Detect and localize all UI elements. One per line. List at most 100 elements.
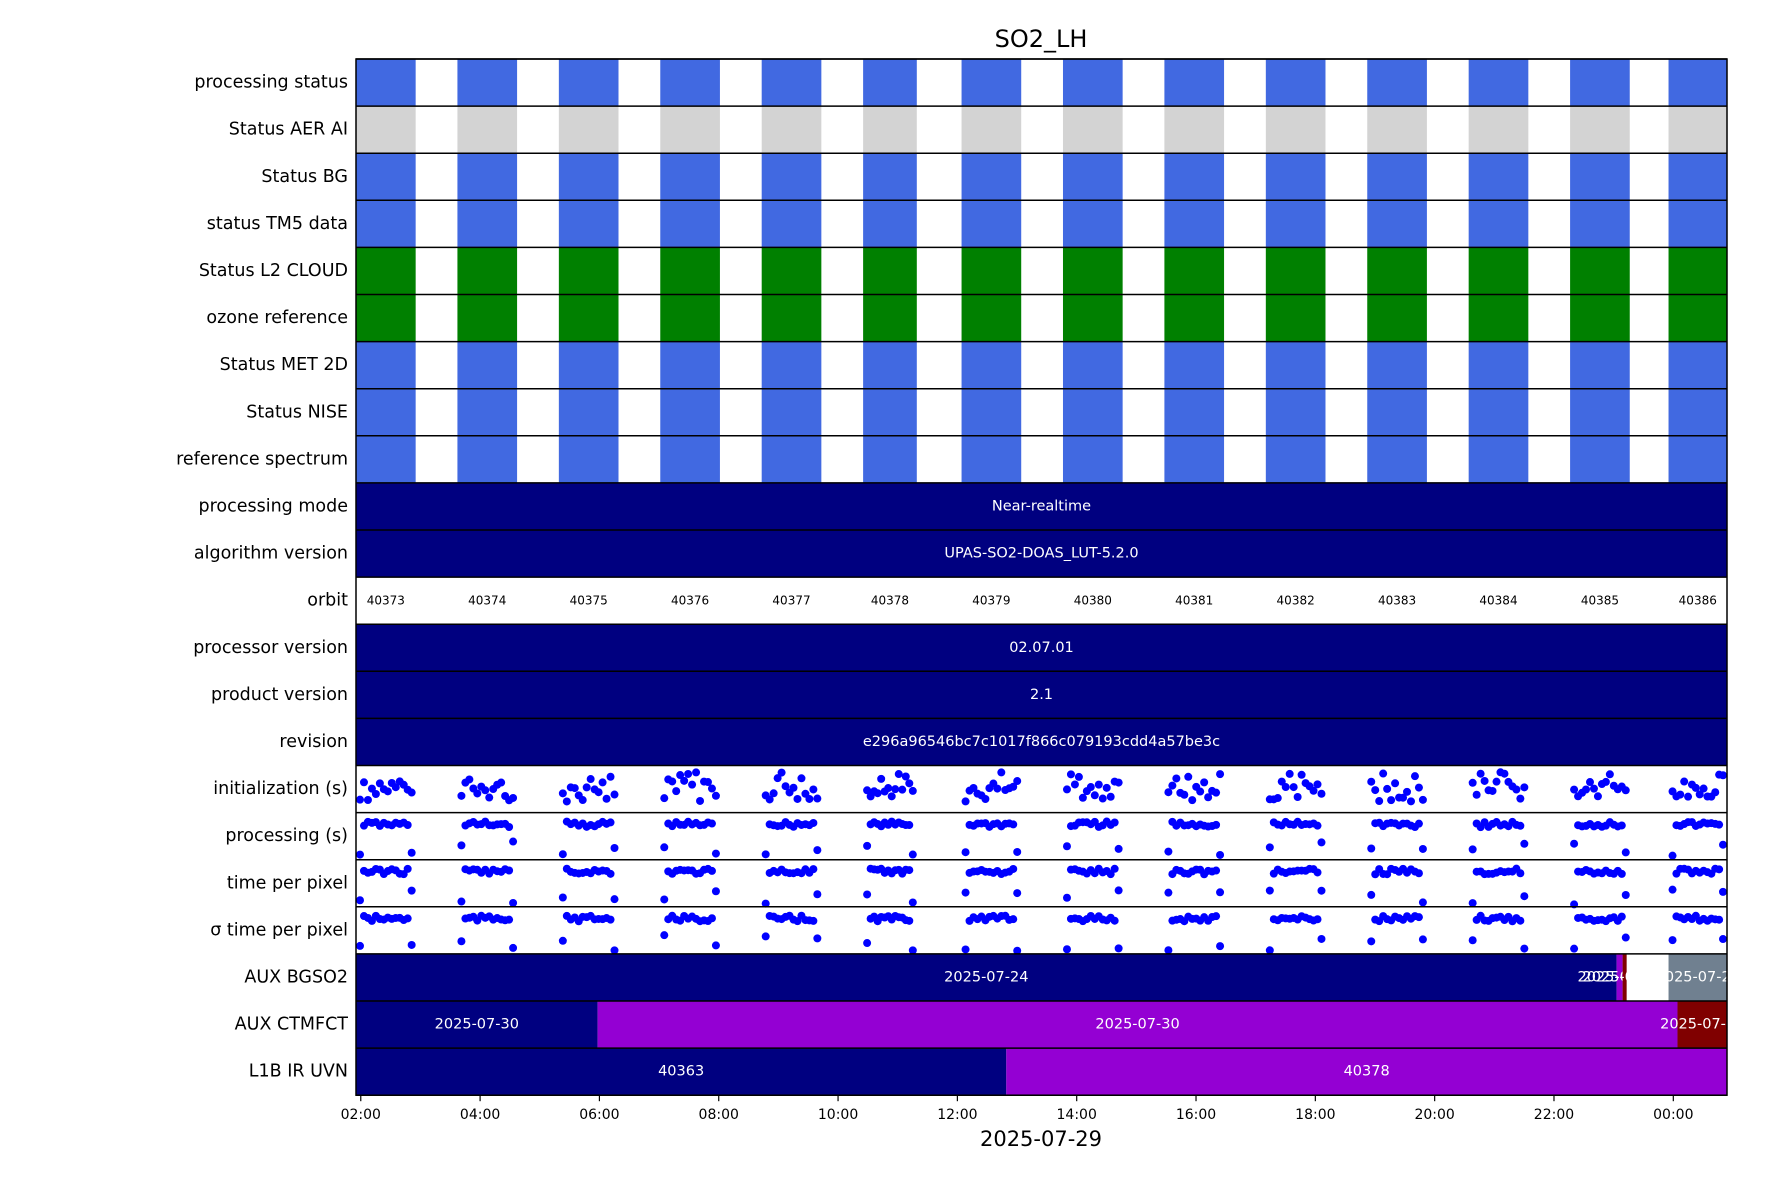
data-point [1715,915,1724,924]
plot-area: processing status Status AER AI Status BG s… [176,58,1744,1123]
status-block [1367,388,1427,436]
data-point [1476,769,1485,778]
data-point [403,821,412,830]
orbit-number: 40380 [1074,594,1112,608]
data-point [769,789,778,798]
data-point [1367,777,1376,786]
data-point [761,932,770,941]
data-point [703,778,712,787]
segment-label: 2025-07-31 [1660,1017,1744,1033]
data-point [894,770,903,779]
status-block [1367,200,1427,248]
data-point [356,941,364,950]
data-point [1375,797,1384,806]
data-point [407,788,416,797]
data-point [813,890,822,899]
status-block [1367,435,1427,483]
status-block [863,106,917,154]
orbit-number: 40378 [871,594,909,608]
data-point [1293,793,1302,802]
data-point [1601,777,1610,786]
data-point [1418,898,1427,907]
data-point [773,774,782,783]
data-point [1265,946,1274,955]
data-point [586,775,595,784]
status-block [660,153,720,201]
status-block [1164,153,1225,201]
data-point [1090,791,1099,800]
status-block [1062,59,1123,107]
value-bar [356,718,1727,766]
segment-label: 40363 [658,1064,704,1080]
data-point [509,837,518,846]
data-point [660,931,669,940]
status-block [863,294,917,342]
status-block [457,294,518,342]
data-point [1297,770,1306,779]
data-point [505,866,514,875]
bar-text: 02.07.01 [1009,640,1074,656]
row-label: processing status [194,73,348,93]
data-point [813,846,822,855]
status-block [356,200,416,248]
data-point [1520,944,1529,953]
data-point [407,940,416,949]
data-point [1216,770,1225,779]
status-block [660,200,720,248]
data-point [660,895,669,904]
row-label: Status L2 CLOUD [199,261,348,281]
data-point [1313,780,1322,789]
x-tick-label: 22:00 [1534,1107,1574,1123]
data-point [1102,783,1111,792]
aux-segment [1677,1001,1727,1049]
x-tick-label: 06:00 [579,1107,619,1123]
aux-segment [1622,953,1627,1001]
status-block [1570,59,1630,107]
data-point [1414,819,1423,828]
data-point [1403,787,1412,796]
data-point [1582,785,1591,794]
data-point [688,780,697,789]
data-point [692,768,701,777]
status-block [863,59,917,107]
status-block [1164,200,1225,248]
status-block [1164,106,1225,154]
value-bar [356,671,1727,719]
data-point [1367,890,1376,899]
data-point [1164,946,1173,955]
data-point [1212,866,1221,875]
data-point [505,823,514,832]
data-point [1516,916,1525,925]
status-block [660,247,720,295]
status-block [761,435,822,483]
data-point [1062,893,1071,902]
status-block [1367,247,1427,295]
data-point [1309,786,1318,795]
status-block [1062,294,1123,342]
data-point [813,794,822,803]
data-point [1488,786,1497,795]
status-block [1468,106,1529,154]
aux-segment [1006,1048,1727,1096]
data-point [908,786,917,795]
data-point [1399,793,1408,802]
data-point [1114,944,1123,953]
status-block [356,388,416,436]
segment-label: 2025-07-24 [944,969,1028,985]
data-point [407,848,416,857]
data-point [1110,916,1119,925]
data-point [457,897,466,906]
x-tick-label: 14:00 [1057,1107,1097,1123]
data-point [1500,769,1509,778]
data-point [356,896,364,905]
data-point [606,772,615,781]
status-block [660,59,720,107]
data-point [1216,888,1225,897]
data-point [1520,892,1529,901]
status-block [761,59,822,107]
data-point [1188,796,1197,805]
status-block [1367,59,1427,107]
data-point [1317,838,1326,847]
aux-segment [356,953,1617,1001]
status-block [961,153,1022,201]
